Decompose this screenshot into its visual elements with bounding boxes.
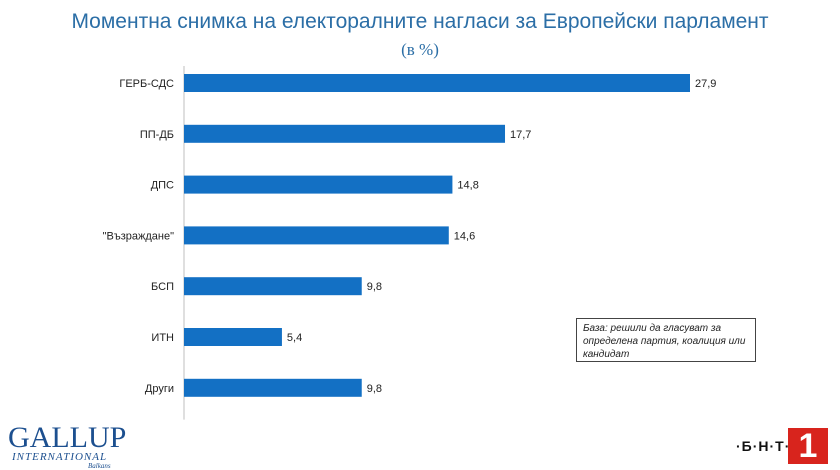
gallup-logo-main: GALLUP <box>8 421 127 454</box>
category-label-2: ДПС <box>151 180 174 192</box>
base-note: База: решили да гласуват за определена п… <box>576 318 756 362</box>
category-label-1: ПП-ДБ <box>140 129 174 141</box>
bnt-logo-number: 1 <box>788 428 828 464</box>
bar-0 <box>184 74 690 92</box>
bar-6 <box>184 378 362 397</box>
value-label-3: 14,6 <box>454 230 475 242</box>
bar-3 <box>184 226 449 245</box>
bar-5 <box>184 328 282 346</box>
gallup-logo-tiny: Balkans <box>88 462 111 470</box>
value-label-6: 9,8 <box>367 383 382 395</box>
gallup-logo-sub: INTERNATIONAL <box>12 451 108 463</box>
category-label-6: Други <box>145 383 174 395</box>
bar-1 <box>184 124 506 143</box>
category-label-3: "Възраждане" <box>103 230 174 242</box>
value-label-2: 14,8 <box>457 180 478 192</box>
value-label-0: 27,9 <box>695 78 716 90</box>
value-label-1: 17,7 <box>510 129 531 141</box>
category-label-0: ГЕРБ-СДС <box>119 78 174 90</box>
gallup-logo: GALLUP INTERNATIONAL Balkans <box>8 421 128 470</box>
chart-subtitle: (в %) <box>401 40 439 59</box>
bar-2 <box>184 175 453 194</box>
value-label-5: 5,4 <box>287 332 302 344</box>
bnt-logo-text: ·Б·Н·Т· <box>736 438 791 454</box>
bar-4 <box>184 277 362 296</box>
bnt1-logo: ·Б·Н·Т· 1 <box>736 428 832 466</box>
chart-title: Моментна снимка на електоралните нагласи… <box>71 10 769 33</box>
category-label-5: ИТН <box>151 332 174 344</box>
value-label-4: 9,8 <box>367 281 382 293</box>
category-label-4: БСП <box>151 281 174 293</box>
